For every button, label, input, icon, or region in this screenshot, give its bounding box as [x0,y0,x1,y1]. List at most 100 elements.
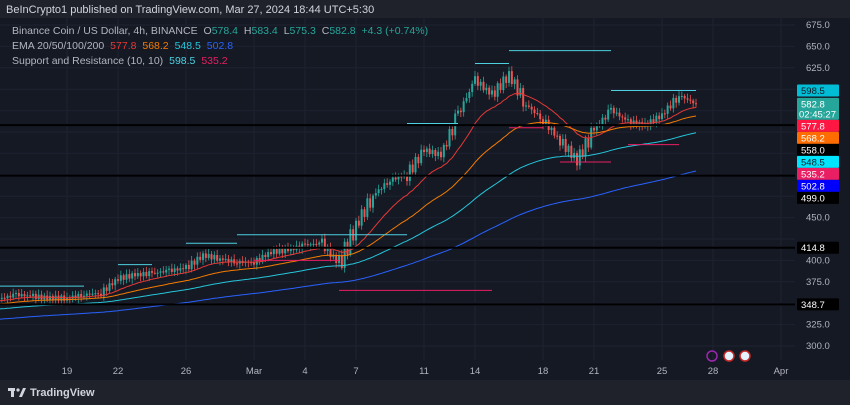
ema50-value: 568.2 [142,40,169,52]
candle-body [32,293,34,297]
x-tick-label: 11 [419,366,429,377]
candle-body [57,295,60,301]
price-label-box [797,84,839,97]
candle-body [15,292,17,294]
candle-body [94,293,97,295]
candle-body [128,274,131,279]
ema50-line [0,115,697,305]
y-tick-label: 675.0 [806,20,830,31]
candle-body [253,262,255,265]
candle-body [576,152,578,166]
candle-body [686,98,689,100]
candle-body [516,79,519,96]
candle-body [502,76,505,91]
candle-body [448,129,451,147]
candle-body [695,103,697,105]
candle-body [363,209,366,217]
candle-body [264,254,267,258]
price-label: 548.5 [801,157,825,168]
candle-body [394,177,397,180]
candle-body [165,269,168,273]
candle-body [397,176,400,180]
y-tick-label: 625.0 [806,63,830,74]
candle-body [170,268,173,272]
ema20-line [0,92,697,302]
candle-body [570,145,573,159]
ema20-value: 577.8 [110,40,137,52]
candle-body [270,252,272,255]
candle-body [544,119,547,125]
price-label-box [797,119,839,132]
lightning-event-icon[interactable] [706,350,718,362]
price-chart[interactable]: 675.0 650.0 625.0 450.0 400.0 375.0 325.0 300.0… [0,18,850,380]
price-label: 582.8 [801,99,825,110]
candle-body [281,248,284,254]
price-label-box [797,131,839,144]
candle-body [499,83,502,91]
high-value: 583.4 [251,25,278,37]
candle-body [134,273,136,277]
sr-row: Support and Resistance (10, 10) 598.5 53… [12,54,431,69]
candle-body [527,105,530,107]
us-flag-event-icon[interactable] [739,350,751,362]
candle-body [100,293,102,297]
tradingview-logo[interactable]: TradingView [8,387,95,399]
candle-body [624,117,627,120]
price-label: 348.7 [801,300,825,311]
candle-body [272,249,275,255]
candle-body [321,238,323,243]
candle-body [49,295,51,300]
candle-body [442,144,445,158]
candle-body [343,241,346,268]
candle-body [221,258,224,260]
candle-body [156,272,159,274]
sr-label[interactable]: Support and Resistance (10, 10) [12,55,164,67]
x-tick-label: 7 [353,366,358,377]
candle-body [683,95,686,99]
candle-body [275,249,278,254]
candle-body [204,253,207,258]
candle-body [607,109,610,120]
symbol-name[interactable]: Binance Coin / US Dollar, 4h, BINANCE [12,25,198,37]
candle-body [391,177,394,182]
x-tick-label: 18 [538,366,549,377]
candle-body [213,255,216,260]
high-label: H [243,25,252,37]
x-tick-label: 19 [62,366,73,377]
candle-body [12,293,15,298]
candle-body [652,119,655,123]
y-tick-label: 325.0 [806,320,830,331]
candle-body [23,294,26,297]
ema200-line [0,170,697,320]
candle-body [20,294,23,297]
candle-body [26,295,29,297]
chart-area[interactable]: 675.0 650.0 625.0 450.0 400.0 375.0 325.0 300.0… [0,18,850,380]
candle-body [675,97,678,103]
candle-body [386,183,389,185]
candle-body [74,295,77,299]
candle-body [77,293,80,299]
ema-row: EMA 20/50/100/200 577.8 568.2 548.5 502.… [12,39,431,54]
candle-body [428,148,431,155]
chart-legend: Binance Coin / US Dollar, 4h, BINANCE O5… [12,24,431,69]
candle-body [491,90,493,95]
candle-body [479,81,482,86]
ema-label[interactable]: EMA 20/50/100/200 [12,40,105,52]
candle-body [663,113,666,115]
y-tick-label: 400.0 [806,255,830,266]
y-tick-label: 650.0 [806,41,830,52]
candle-body [139,273,142,277]
candle-body [550,127,553,131]
candle-body [289,247,292,252]
candle-body [122,275,125,280]
x-tick-label: 28 [708,366,719,377]
candle-body [151,271,153,273]
candle-body [224,258,227,260]
candle-body [621,116,624,118]
low-label: L [283,25,290,37]
candle-body [193,260,196,265]
brand-name: TradingView [30,387,95,399]
us-flag-event-icon[interactable] [723,350,735,362]
ema100-value: 548.5 [174,40,201,52]
candle-body [199,256,202,260]
